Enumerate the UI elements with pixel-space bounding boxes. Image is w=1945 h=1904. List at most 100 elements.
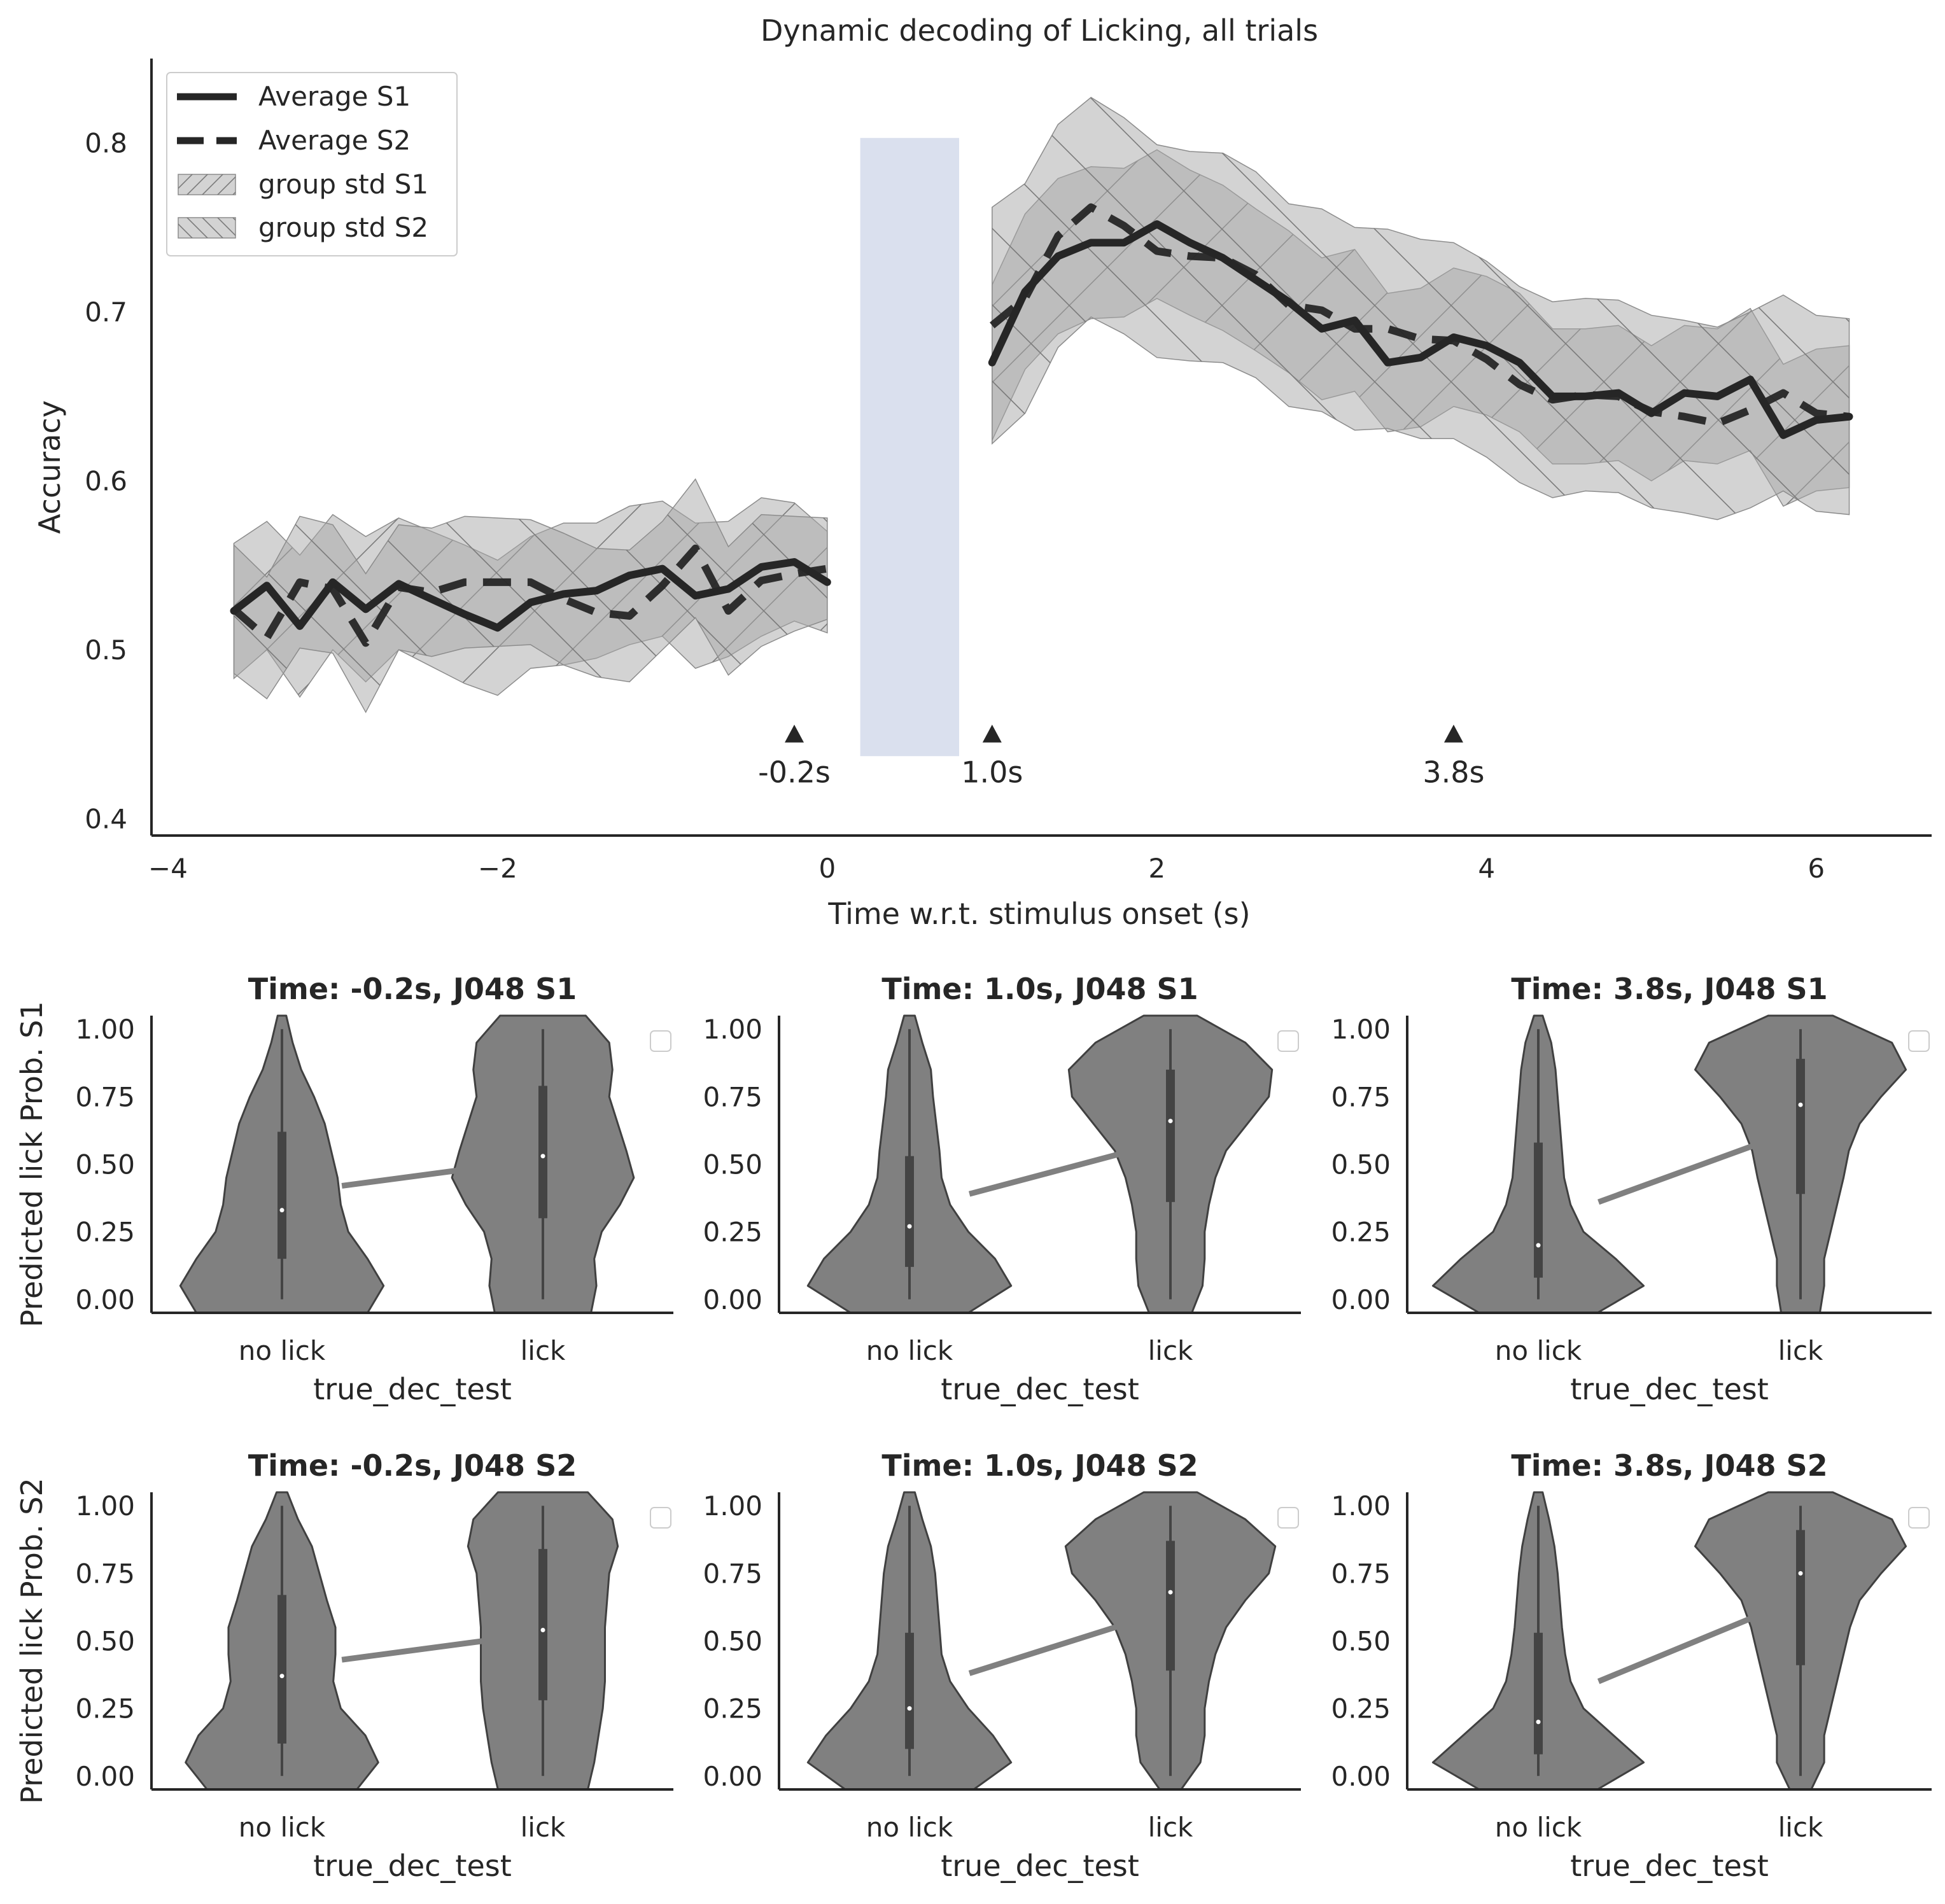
stimulus-window [860,137,960,757]
violin-y-tick-label: 0.00 [75,1284,135,1315]
main-y-tick-label: 0.8 [85,128,127,159]
violin-y-tick-label: 1.00 [75,1490,135,1522]
violin-median-dot [540,1154,545,1159]
main-y-tick-label: 0.4 [85,803,127,834]
violin-y-axis-label: Predicted lick Prob. S1 [15,1001,49,1327]
mean-connector-line [968,1619,1133,1676]
annotation-label-2: 1.0s [961,755,1023,790]
violin-x-axis-label: true_dec_test [941,1849,1139,1883]
violin-median-dot [1168,1119,1173,1124]
violin-title: Time: -0.2s, J048 S1 [248,972,577,1006]
empty-legend-box [1908,1030,1930,1052]
violin-title: Time: -0.2s, J048 S2 [248,1448,577,1483]
violin-x-tick-label: lick [1778,1812,1823,1843]
violin-median-dot [1536,1719,1541,1725]
violin-x-tick-label: no lick [1495,1812,1582,1843]
mean-connector-line [1597,1611,1763,1684]
violin-x-tick-label: lick [521,1812,566,1843]
violin-y-tick-label: 1.00 [703,1490,762,1522]
violin-y-tick-label: 1.00 [1331,1490,1391,1522]
main-x-tick-label: −2 [478,853,517,884]
violin-y-tick-label: 0.00 [75,1761,135,1792]
violin-y-tick-label: 0.25 [703,1217,762,1248]
average-line-s1-segment-2 [988,220,1853,439]
violin-y-tick-label: 0.50 [75,1149,135,1180]
mean-connector-line [341,1635,505,1663]
violin-median-dot [279,1208,284,1213]
violin-median-dot [1536,1243,1541,1248]
violin-x-axis-label: true_dec_test [313,1849,512,1883]
main-y-tick-label: 0.7 [85,297,127,328]
violin-panel-3: Time: 3.8s, J048 S1 0.00 0.25 0.50 0.75 1.00 n… [1331,972,1932,1406]
violin-y-tick-label: 0.25 [75,1217,135,1248]
legend-swatch-std-s2-hatch [178,218,235,238]
annotation-marker-3 [1443,724,1463,743]
violin-x-axis-label: true_dec_test [313,1372,512,1406]
violin-median-dot [279,1674,284,1679]
empty-legend-box [650,1030,671,1052]
annotation-label-1: -0.2s [758,755,831,790]
mean-connector-line [341,1161,505,1189]
average-line-s2-segment-1 [231,544,828,647]
violin-panel-6: Time: 3.8s, J048 S2 0.00 0.25 0.50 0.75 1.00 n… [1331,1448,1932,1883]
violin-y-tick-label: 1.00 [703,1014,762,1045]
violin-median-dot [1798,1571,1803,1576]
violin-y-tick-label: 0.75 [75,1558,135,1589]
violin-median-dot [1798,1102,1803,1107]
decoding-line-chart: Dynamic decoding of Licking, all trials … [32,13,1932,931]
main-chart-title: Dynamic decoding of Licking, all trials [761,13,1318,48]
violin-y-tick-label: 0.75 [1331,1558,1391,1589]
violin-y-tick-label: 0.00 [703,1761,762,1792]
annotation-label-3: 3.8s [1422,755,1484,790]
violin-y-tick-label: 0.50 [75,1626,135,1657]
violin-y-tick-label: 0.25 [1331,1693,1391,1725]
violin-x-tick-label: no lick [866,1335,953,1366]
violin-x-axis-label: true_dec_test [1570,1849,1769,1883]
violin-y-tick-label: 0.75 [703,1081,762,1112]
violin-panel-4: Time: -0.2s, J048 S2 0.00 0.25 0.50 0.75 1.00… [15,1448,673,1883]
violin-x-axis-label: true_dec_test [941,1372,1139,1406]
legend-swatch-std-s1-hatch [178,174,235,195]
main-x-tick-label: 2 [1148,853,1165,884]
violin-title: Time: 3.8s, J048 S1 [1511,972,1827,1006]
violin-x-tick-label: no lick [866,1812,953,1843]
violin-y-tick-label: 0.50 [703,1626,762,1657]
empty-legend-box [1277,1030,1299,1052]
violin-x-tick-label: no lick [239,1812,326,1843]
violin-x-tick-label: lick [1148,1335,1193,1366]
main-x-tick-label: 4 [1478,853,1495,884]
violin-y-tick-label: 0.00 [1331,1284,1391,1315]
main-x-tick-label: 6 [1808,853,1825,884]
legend-label-average-s2: Average S2 [258,125,411,156]
violin-median-dot [907,1224,912,1229]
mean-connector-line [968,1147,1133,1197]
average-line-s1-segment-1 [230,557,831,632]
std-band-hatch-s2-segment-1 [234,479,827,713]
legend: Average S1 Average S2 group std S1 group… [166,72,458,256]
violin-panel-2: Time: 1.0s, J048 S1 0.00 0.25 0.50 0.75 1.00 n… [703,972,1301,1406]
empty-legend-box [1277,1507,1299,1529]
violin-panel-1: Time: -0.2s, J048 S1 0.00 0.25 0.50 0.75 1.00… [15,972,673,1406]
violin-y-tick-label: 0.50 [1331,1149,1391,1180]
violin-y-tick-label: 0.00 [1331,1761,1391,1792]
violin-x-tick-label: lick [1778,1335,1823,1366]
main-x-tick-label: 0 [818,853,836,884]
mean-connector-line [1597,1140,1763,1205]
violin-x-tick-label: lick [1148,1812,1193,1843]
main-x-tick-label: −4 [148,853,188,884]
main-y-tick-label: 0.6 [85,466,127,497]
main-y-axis-label: Accuracy [32,400,67,534]
violin-panel-5: Time: 1.0s, J048 S2 0.00 0.25 0.50 0.75 1.00 n… [703,1448,1301,1883]
violin-y-tick-label: 0.25 [1331,1217,1391,1248]
violin-x-axis-label: true_dec_test [1570,1372,1769,1406]
violin-y-tick-label: 0.00 [703,1284,762,1315]
violin-y-tick-label: 0.50 [703,1149,762,1180]
violin-title: Time: 3.8s, J048 S2 [1511,1448,1827,1483]
violin-y-tick-label: 0.75 [1331,1081,1391,1112]
violin-median-dot [907,1706,912,1711]
violin-y-tick-label: 0.75 [75,1081,135,1112]
legend-frame [166,72,458,256]
violin-y-tick-label: 0.50 [1331,1626,1391,1657]
annotation-marker-2 [982,724,1002,743]
